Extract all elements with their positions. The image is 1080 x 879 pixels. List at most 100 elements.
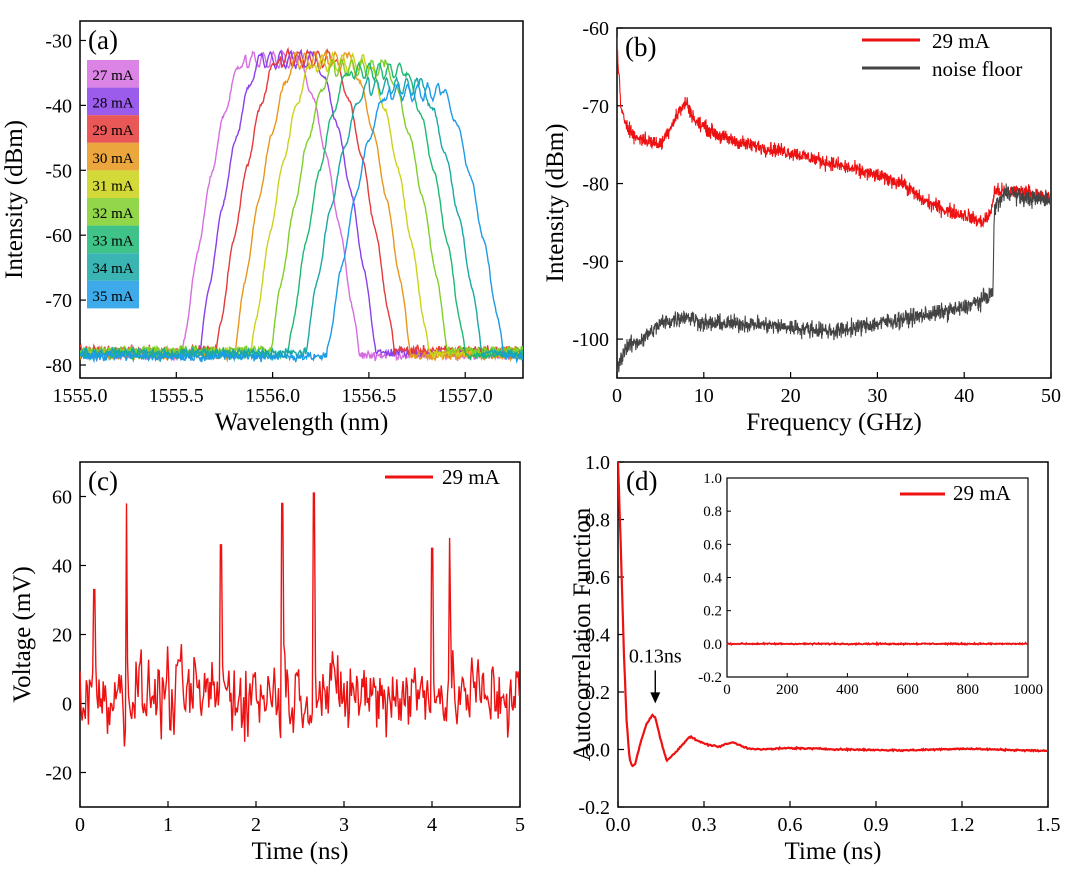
x-tick-label: 0.0 [606, 814, 631, 836]
series-line-35mA [80, 82, 523, 364]
inset: 0 200 400 600 800 1000 -0.2 0.0 0.2 0.4 0.6 0.8 1.0 2… [698, 471, 1043, 698]
annotation-label: 0.13ns [629, 645, 682, 667]
y-tick-label: -60 [582, 18, 609, 40]
series-line-29mA [618, 462, 1048, 768]
legend-swatch [87, 115, 139, 143]
legend-swatch [87, 225, 139, 254]
inset-frame [726, 477, 1029, 678]
legend-label: 28 mA [92, 96, 133, 112]
y-tick-label: 0.6 [585, 567, 610, 589]
x-tick-label: 0.3 [692, 814, 717, 836]
legend-label: 27 mA [92, 68, 133, 84]
legend-swatch [87, 280, 139, 309]
series-line-29mA [80, 492, 520, 747]
y-axis-label: Autocorrelation Function [569, 507, 596, 761]
inset-x-tick-label: 0 [723, 682, 731, 698]
inset-y-tick-label: 0.8 [703, 504, 722, 520]
x-tick-label: 5 [515, 814, 525, 836]
x-tick-label: 2 [251, 814, 261, 836]
x-tick-label: 3 [339, 814, 349, 836]
legend-label: 30 mA [92, 151, 133, 167]
x-tick-label: 10 [694, 385, 714, 407]
panel-1: 0 10 20 30 40 50 -100 -90 -80 -70 -60 Frequency (GH… [542, 18, 1061, 436]
legend-swatch [87, 198, 139, 226]
inset-legend-label: 29 mA [953, 481, 1012, 505]
inset-y-tick-label: 0.4 [703, 571, 722, 587]
panel-label: (d) [626, 466, 657, 496]
legend-label: 29 mA [442, 465, 501, 489]
x-tick-label: 1556.0 [245, 385, 300, 407]
x-tick-label: 0 [75, 814, 85, 836]
y-tick-label: 0 [62, 694, 72, 716]
x-tick-label: 4 [427, 814, 437, 836]
panel-label: (a) [88, 25, 118, 55]
legend-label: 29 mA [932, 29, 991, 53]
inset-series-line [726, 641, 1029, 647]
y-tick-label: -70 [45, 290, 72, 312]
x-axis-label: Frequency (GHz) [746, 409, 922, 436]
legend-label: 34 mA [92, 261, 133, 277]
y-tick-label: -40 [45, 95, 72, 117]
x-axis-label: Time (ns) [784, 838, 881, 865]
series-line-30mA [80, 48, 523, 363]
y-tick-label: -50 [45, 160, 72, 182]
panel-2: 0 1 2 3 4 5 -20 0 20 40 60 Time (ns) Voltage (mV) (c)… [9, 461, 525, 865]
inset-x-tick-label: 800 [957, 682, 980, 698]
panel-label: (c) [88, 466, 118, 496]
y-tick-label: 0.0 [585, 740, 610, 762]
inset-y-tick-label: 0.6 [703, 537, 722, 553]
plot-frame [79, 20, 524, 379]
x-tick-label: 50 [1041, 385, 1061, 407]
inset-y-tick-label: 1.0 [703, 471, 722, 487]
x-tick-label: 1.2 [950, 814, 975, 836]
x-tick-label: 0 [612, 385, 622, 407]
annotation-arrow-head [650, 692, 661, 704]
inset-x-tick-label: 400 [836, 682, 859, 698]
inset-y-tick-label: 0.2 [703, 604, 722, 620]
series-line-28mA [80, 48, 523, 360]
legend-label: 29 mA [92, 123, 133, 139]
y-tick-label: -80 [582, 174, 609, 196]
legend-swatch [87, 60, 139, 88]
x-tick-label: 0.9 [864, 814, 889, 836]
legend-label: 33 mA [92, 234, 133, 250]
legend-label: 31 mA [92, 178, 133, 194]
x-tick-label: 1557.0 [438, 385, 493, 407]
legend-label: 35 mA [92, 289, 133, 305]
y-tick-label: -100 [572, 329, 609, 351]
plot-frame [79, 461, 521, 808]
series-line-29mA [617, 37, 1051, 228]
legend-swatch [87, 142, 139, 171]
x-tick-label: 20 [781, 385, 801, 407]
x-axis-label: Wavelength (nm) [215, 409, 389, 436]
legend-swatch [87, 87, 139, 116]
x-tick-label: 40 [954, 385, 974, 407]
y-tick-label: -0.2 [578, 797, 610, 819]
y-tick-label: -20 [45, 763, 72, 785]
panel-label: (b) [625, 32, 656, 62]
inset-x-tick-label: 600 [896, 682, 919, 698]
y-tick-label: 0.2 [585, 682, 610, 704]
series-line-31mA [80, 51, 523, 360]
x-tick-label: 1.5 [1036, 814, 1061, 836]
y-tick-label: -90 [582, 251, 609, 273]
x-tick-label: 30 [867, 385, 887, 407]
inset-x-tick-label: 200 [776, 682, 799, 698]
y-axis-label: Intensity (dBm) [1, 120, 28, 279]
y-tick-label: 40 [52, 556, 72, 578]
y-tick-label: -30 [45, 30, 72, 52]
legend-swatch [87, 253, 139, 281]
y-axis-label: Intensity (dBm) [542, 123, 569, 282]
y-tick-label: -60 [45, 225, 72, 247]
x-tick-label: 1556.5 [341, 385, 396, 407]
x-tick-label: 1555.0 [53, 385, 108, 407]
x-tick-label: 1 [163, 814, 173, 836]
inset-x-tick-label: 1000 [1013, 682, 1043, 698]
y-tick-label: 60 [52, 487, 72, 509]
panel-3: 0.0 0.3 0.6 0.9 1.2 1.5-0.20.00.20.40.60.81.0… [569, 452, 1061, 865]
x-tick-label: 1555.5 [149, 385, 204, 407]
legend-swatch [87, 170, 139, 198]
y-tick-label: -70 [582, 96, 609, 118]
series-line-34mA [80, 75, 523, 360]
